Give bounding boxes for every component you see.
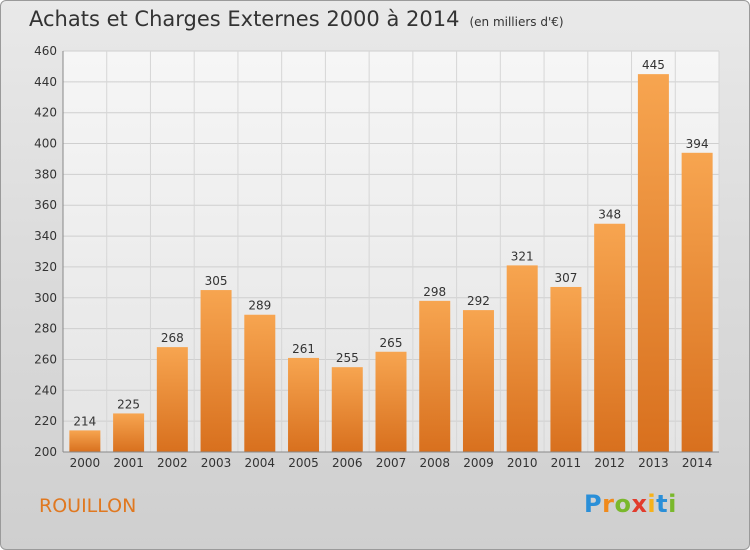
logo-letter: i [647,490,657,518]
proxiti-logo: Proxiti [584,490,677,518]
x-tick-label: 2002 [157,456,188,470]
logo-letter: P [584,490,603,518]
bar [506,265,538,452]
y-tick-label: 320 [34,260,57,274]
bar-value-label: 265 [380,336,403,350]
bar [244,314,276,452]
bar-value-label: 394 [686,137,709,151]
bar [113,413,145,452]
bar [69,430,101,452]
bar [331,367,363,452]
y-tick-label: 340 [34,229,57,243]
bar [375,351,407,452]
logo-letter: o [614,490,632,518]
logo-letter: i [668,490,677,518]
x-tick-label: 2014 [682,456,713,470]
bar [288,357,320,452]
y-tick-label: 300 [34,291,57,305]
y-tick-label: 240 [34,383,57,397]
bar [156,347,188,452]
logo-letter: r [602,490,615,518]
bar [419,300,451,452]
x-tick-label: 2008 [419,456,450,470]
x-tick-label: 2010 [507,456,538,470]
x-tick-label: 2013 [638,456,669,470]
bar [681,152,713,453]
chart-title: Achats et Charges Externes 2000 à 2014 (e… [29,7,564,31]
chart-subtitle: (en milliers d'€) [469,15,564,29]
bar [637,74,669,452]
x-tick-label: 2007 [376,456,407,470]
x-tick-label: 2011 [551,456,582,470]
place-name: ROUILLON [39,495,137,517]
bar-value-label: 445 [642,58,665,72]
x-tick-label: 2003 [201,456,232,470]
y-tick-label: 360 [34,198,57,212]
x-tick-label: 2004 [245,456,276,470]
y-tick-label: 200 [34,445,57,459]
bar-value-label: 305 [205,274,228,288]
bar-value-label: 348 [598,208,621,222]
y-tick-label: 440 [34,75,57,89]
bar-value-label: 214 [73,414,96,428]
x-tick-label: 2005 [288,456,319,470]
bar-value-label: 268 [161,331,184,345]
y-tick-label: 380 [34,167,57,181]
bar-value-label: 261 [292,342,315,356]
bar [594,223,626,452]
bar [200,290,232,452]
y-tick-label: 420 [34,106,57,120]
bar-value-label: 225 [117,397,140,411]
y-tick-label: 400 [34,137,57,151]
bar-value-label: 321 [511,249,534,263]
x-tick-label: 2012 [594,456,625,470]
bar-value-label: 255 [336,351,359,365]
chart-title-text: Achats et Charges Externes 2000 à 2014 [29,7,460,31]
bar-value-label: 289 [248,299,271,313]
y-tick-label: 260 [34,352,57,366]
y-tick-label: 280 [34,322,57,336]
bar-value-label: 307 [554,271,577,285]
logo-letter: t [656,490,669,518]
y-tick-label: 220 [34,414,57,428]
bar [462,310,494,452]
x-tick-label: 2009 [463,456,494,470]
y-tick-label: 460 [34,44,57,58]
x-tick-label: 2001 [113,456,144,470]
x-tick-label: 2006 [332,456,363,470]
x-tick-label: 2000 [70,456,101,470]
bar [550,286,582,452]
bar-value-label: 298 [423,285,446,299]
bar-value-label: 292 [467,294,490,308]
logo-letter: x [631,490,648,518]
